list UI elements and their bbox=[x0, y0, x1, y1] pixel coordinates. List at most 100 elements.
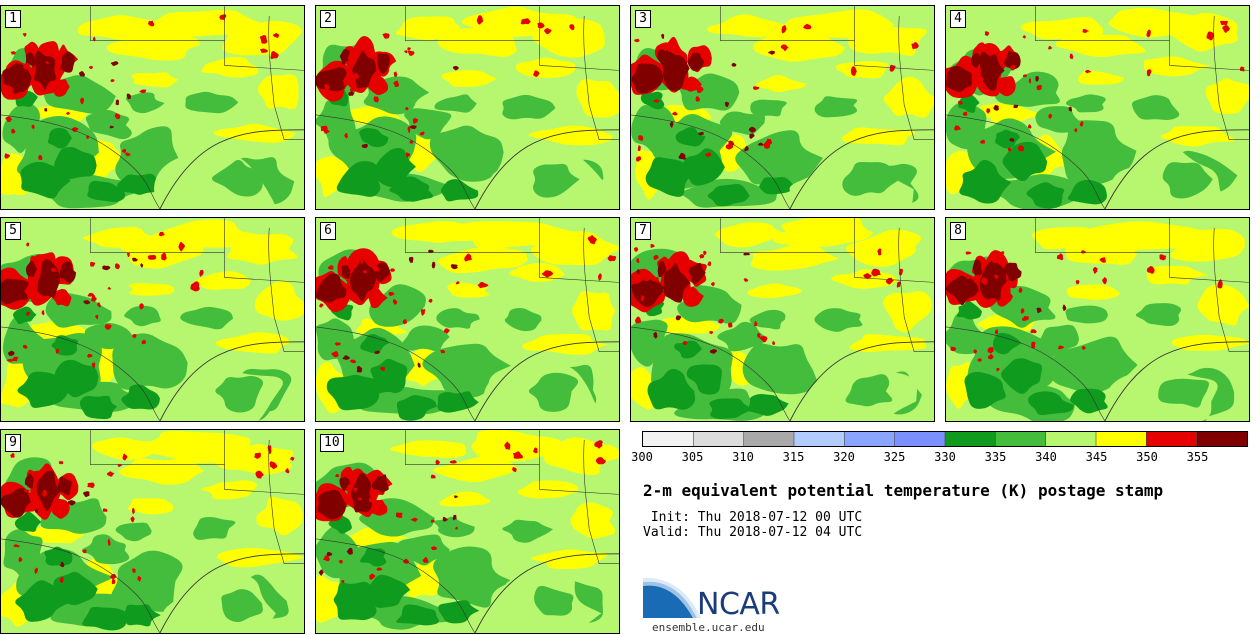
field-red-dot bbox=[1048, 113, 1053, 119]
boundary-line bbox=[450, 464, 619, 495]
field-dark-red bbox=[1004, 51, 1021, 70]
init-time: Init: Thu 2018-07-12 00 UTC bbox=[643, 510, 863, 525]
field-red-dot bbox=[259, 48, 269, 53]
colorbar-tick-label: 340 bbox=[1035, 450, 1057, 464]
field-green bbox=[396, 534, 450, 566]
field-green bbox=[994, 71, 1060, 107]
field-red-dot bbox=[1085, 69, 1092, 74]
field-yellow bbox=[432, 456, 519, 483]
field-red-dot bbox=[7, 350, 15, 356]
field-red-dot bbox=[409, 140, 414, 144]
boundary-line bbox=[90, 6, 136, 41]
field-red-dot bbox=[709, 330, 714, 334]
field-red-dot bbox=[18, 557, 23, 563]
field-dark-red bbox=[57, 476, 72, 495]
field-red-dot bbox=[95, 314, 99, 320]
field-red-dot bbox=[161, 252, 167, 261]
field-red-dot bbox=[533, 447, 538, 454]
field-red-dot bbox=[102, 508, 108, 512]
field-red-dot bbox=[650, 243, 655, 248]
field-red-dot bbox=[254, 452, 261, 459]
field-dark-red bbox=[352, 51, 377, 89]
field-red-dot bbox=[353, 487, 358, 493]
colorbar-bin bbox=[1045, 432, 1097, 446]
field-red-dot bbox=[1062, 304, 1067, 311]
field-green bbox=[534, 585, 574, 616]
field-yellow bbox=[82, 227, 160, 248]
field-red-dot bbox=[1036, 84, 1042, 91]
field-red-dot bbox=[569, 24, 575, 31]
field-red-dot bbox=[452, 514, 457, 521]
colorbar-tick-label: 350 bbox=[1136, 450, 1158, 464]
field-red-dot bbox=[356, 365, 363, 373]
boundary-line bbox=[1213, 227, 1249, 352]
field-red-dot bbox=[1028, 78, 1032, 84]
field-red-dot bbox=[130, 516, 135, 523]
field-dark-green bbox=[958, 92, 980, 113]
member-map bbox=[1, 218, 304, 421]
field-yellow bbox=[92, 437, 158, 460]
field-red-dot bbox=[22, 344, 28, 349]
field-green bbox=[124, 305, 161, 327]
field-red-dot bbox=[269, 461, 278, 470]
field-red-dot bbox=[1217, 279, 1223, 289]
boundary-line bbox=[765, 40, 934, 71]
field-red bbox=[995, 76, 1016, 97]
boundary-line bbox=[316, 538, 476, 633]
field-dark-red bbox=[663, 263, 691, 303]
field-red-dot bbox=[743, 252, 750, 256]
field-red-dot bbox=[1222, 24, 1230, 33]
colorbar-bin bbox=[844, 432, 896, 446]
field-red-dot bbox=[1021, 317, 1027, 322]
field-yellow bbox=[127, 498, 174, 515]
colorbar-bin bbox=[794, 432, 845, 446]
field-dark-green bbox=[1001, 358, 1043, 394]
field-red-dot bbox=[349, 359, 357, 364]
field-red-dot bbox=[889, 64, 896, 72]
field-red-dot bbox=[23, 62, 30, 70]
field-red-dot bbox=[392, 299, 398, 305]
field-red-dot bbox=[707, 261, 712, 267]
field-red-dot bbox=[996, 367, 1000, 372]
field-red-dot bbox=[410, 517, 418, 522]
field-red-dot bbox=[1082, 28, 1090, 34]
field-red-dot bbox=[404, 50, 408, 54]
field-red-dot bbox=[132, 333, 137, 339]
field-red-dot bbox=[430, 519, 435, 523]
boundary-line bbox=[720, 6, 766, 41]
field-red-dot bbox=[353, 73, 360, 79]
field-yellow bbox=[257, 74, 299, 110]
logo-text: NCAR bbox=[697, 587, 780, 622]
field-red-dot bbox=[318, 569, 324, 576]
field-red-dot bbox=[950, 283, 957, 287]
field-yellow bbox=[1160, 126, 1236, 147]
boundary-line bbox=[898, 227, 934, 352]
field-dark-green bbox=[14, 511, 42, 532]
field-green bbox=[749, 309, 786, 330]
field-red-dot bbox=[323, 555, 330, 562]
field-yellow bbox=[1032, 226, 1094, 250]
member-number: 4 bbox=[950, 10, 966, 28]
field-red-dot bbox=[1022, 35, 1026, 39]
field-green bbox=[631, 319, 668, 367]
field-red-dot bbox=[634, 38, 640, 43]
field-red-dot bbox=[430, 474, 436, 479]
field-dark-red bbox=[688, 262, 706, 284]
colorbar-tick-label: 330 bbox=[934, 450, 956, 464]
field-green bbox=[401, 325, 450, 352]
field-dark-red bbox=[657, 261, 667, 278]
field-red-dot bbox=[431, 261, 436, 269]
field-dark-red bbox=[946, 66, 972, 92]
field-dark-green bbox=[686, 364, 722, 395]
field-green bbox=[502, 94, 556, 120]
field-dark-red bbox=[339, 48, 350, 65]
field-red-dot bbox=[388, 291, 395, 296]
field-red-dot bbox=[320, 486, 324, 491]
field-red-dot bbox=[455, 281, 460, 285]
field-red-dot bbox=[87, 482, 95, 488]
field-red-dot bbox=[342, 355, 350, 360]
field-red-dot bbox=[757, 142, 764, 146]
field-green bbox=[1035, 106, 1080, 133]
field-green bbox=[504, 307, 542, 332]
field-red-dot bbox=[83, 491, 90, 497]
